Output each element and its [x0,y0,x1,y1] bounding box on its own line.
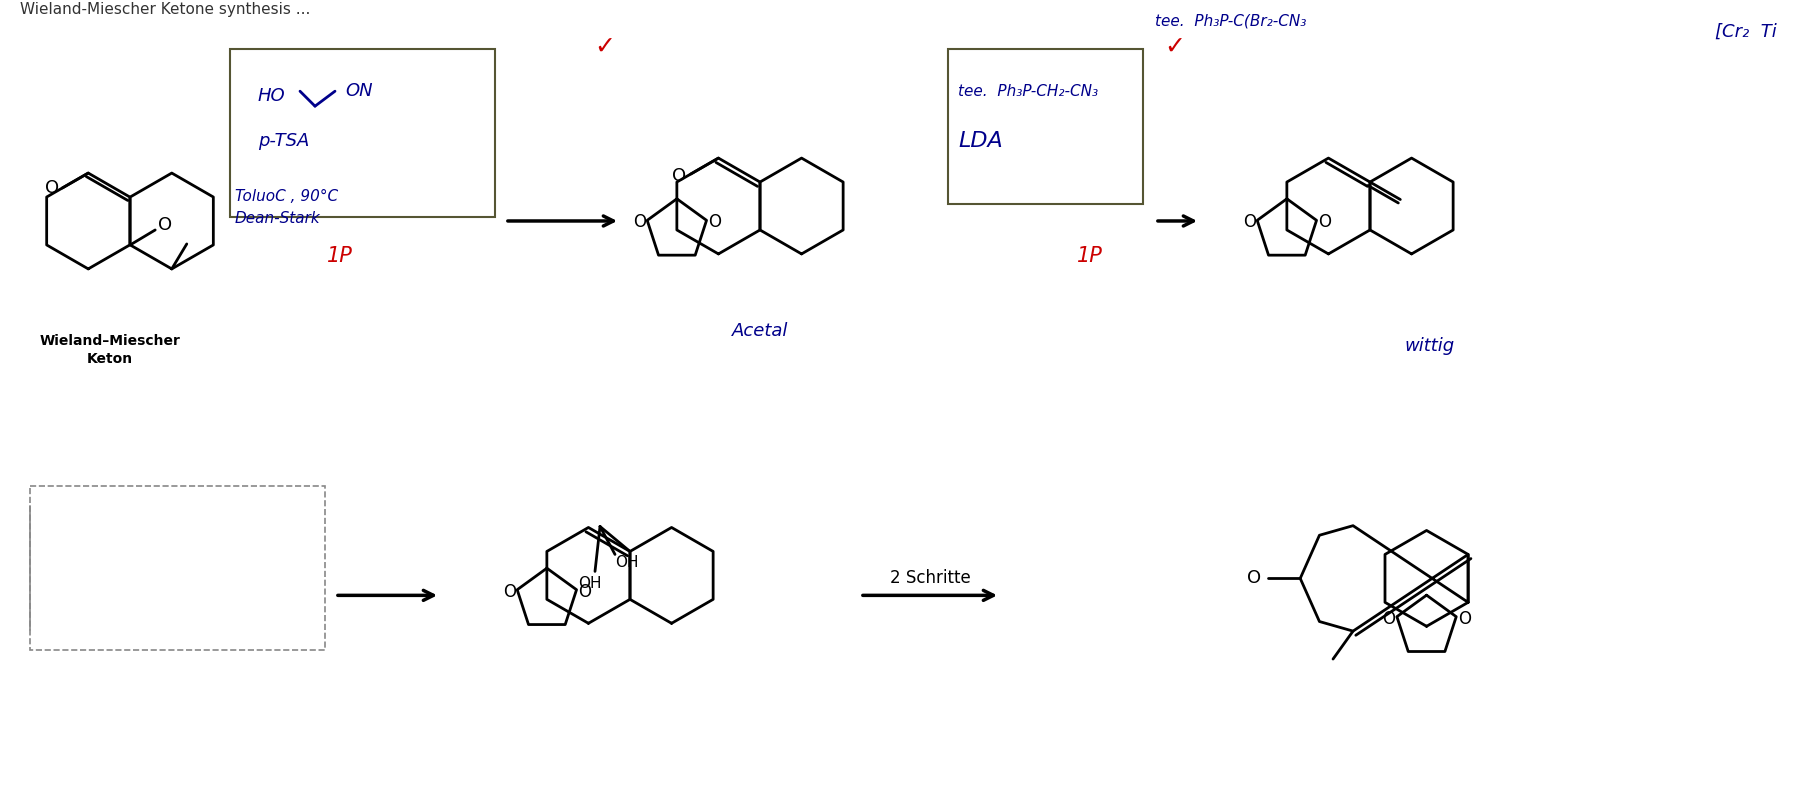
Text: O: O [672,167,685,185]
Bar [230,49,495,217]
Text: Wieland–Miescher: Wieland–Miescher [40,334,181,348]
Text: O: O [1247,569,1261,587]
Text: Wieland-Miescher Ketone synthesis ...: Wieland-Miescher Ketone synthesis ... [20,2,310,17]
Text: O: O [1243,213,1256,231]
Text: [Cr₂  Ti: [Cr₂ Ti [1714,22,1778,41]
Text: ✓: ✓ [1165,34,1185,58]
Text: 2 Schritte: 2 Schritte [890,569,971,587]
Text: tee.  Ph₃P-C(Br₂-CN₃: tee. Ph₃P-C(Br₂-CN₃ [1154,14,1306,29]
Text: OH: OH [578,576,602,591]
Text: tee.  Ph₃P-CH₂-CN₃: tee. Ph₃P-CH₂-CN₃ [959,84,1098,99]
Text: O: O [632,213,645,231]
Text: Dean-Stark: Dean-Stark [236,212,321,226]
Bar [31,486,324,650]
Text: p-TSA: p-TSA [257,132,310,150]
Text: LDA: LDA [959,131,1002,151]
Text: Keton: Keton [87,352,132,366]
Text: ON: ON [344,82,373,101]
Text: wittig: wittig [1404,337,1455,354]
Text: 1P: 1P [326,246,353,266]
Text: ToluoC , 90°C: ToluoC , 90°C [236,188,339,204]
Text: O: O [502,583,516,601]
Bar [948,49,1143,204]
Text: O: O [1383,610,1395,628]
Text: Acetal: Acetal [732,322,788,340]
Text: O: O [1457,610,1471,628]
Text: O: O [45,179,60,197]
Text: OH: OH [616,555,640,570]
Text: 1P: 1P [1076,246,1104,266]
Text: HO: HO [257,88,286,105]
Text: O: O [708,213,721,231]
Text: ✓: ✓ [594,34,616,58]
Text: O: O [158,216,172,234]
Text: O: O [578,583,591,601]
Text: O: O [1317,213,1332,231]
